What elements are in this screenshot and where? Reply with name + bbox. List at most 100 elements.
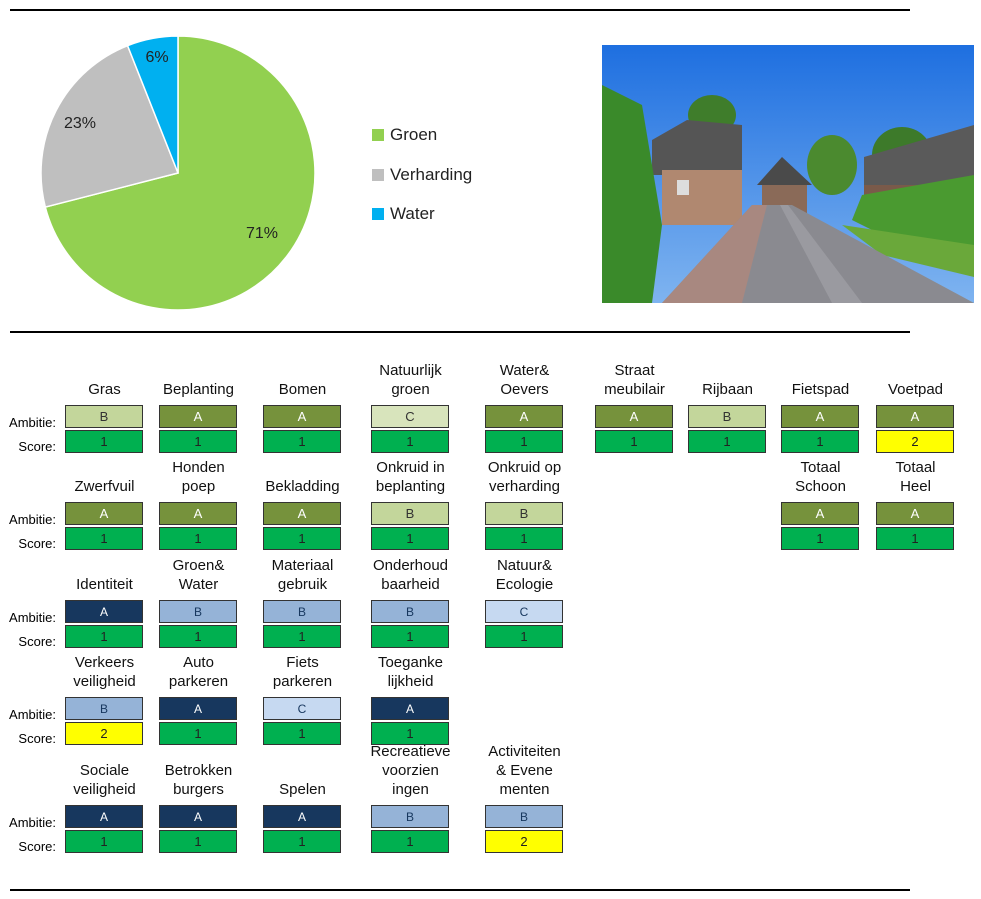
score-box: 1 — [781, 527, 859, 550]
ambitie-box: B — [485, 502, 563, 525]
score-box: 1 — [263, 722, 341, 745]
ambitie-box: A — [781, 405, 859, 428]
score-box: 1 — [485, 625, 563, 648]
item-title: Activiteiten & Evene menten — [488, 743, 561, 798]
pie-label-groen: 71% — [246, 225, 278, 242]
score-row-label: Score: — [18, 536, 56, 551]
item-title: Beplanting — [163, 381, 234, 398]
score-box: 1 — [159, 527, 237, 550]
ambitie-row-label: Ambitie: — [9, 610, 56, 625]
ambitie-box: A — [485, 405, 563, 428]
score-box: 1 — [371, 430, 449, 453]
ambitie-box: C — [263, 697, 341, 720]
ambitie-box: B — [371, 805, 449, 828]
street-photo — [602, 45, 974, 303]
legend-item-groen: Groen — [372, 125, 472, 145]
score-box: 1 — [159, 625, 237, 648]
score-box: 1 — [65, 527, 143, 550]
ambitie-box: A — [159, 697, 237, 720]
item-title: Onkruid in beplanting — [375, 459, 446, 495]
score-box: 1 — [159, 722, 237, 745]
item-title: Voetpad — [887, 381, 944, 398]
ambitie-box: A — [65, 502, 143, 525]
score-row-label: Score: — [18, 439, 56, 454]
legend-swatch — [372, 129, 384, 141]
item-title: Straat meubilair — [604, 362, 665, 398]
ambitie-row-label: Ambitie: — [9, 512, 56, 527]
pie-label-water: 6% — [145, 49, 168, 66]
item-title: Verkeers veiligheid — [73, 654, 136, 690]
item-title: Onderhoud baarheid — [372, 557, 449, 593]
legend-swatch — [372, 208, 384, 220]
score-box: 1 — [263, 527, 341, 550]
item-title: Spelen — [279, 781, 326, 798]
score-box: 1 — [65, 625, 143, 648]
item-title: Sociale veiligheid — [73, 762, 136, 798]
score-box: 1 — [595, 430, 673, 453]
legend-item-water: Water — [372, 204, 472, 224]
ambitie-box: A — [781, 502, 859, 525]
score-row-label: Score: — [18, 634, 56, 649]
ambitie-box: A — [263, 502, 341, 525]
ambitie-box: B — [371, 502, 449, 525]
item-title: Bekladding — [265, 478, 340, 495]
legend-item-verharding: Verharding — [372, 165, 472, 185]
score-box: 1 — [65, 830, 143, 853]
ambitie-row-label: Ambitie: — [9, 415, 56, 430]
score-box: 2 — [65, 722, 143, 745]
pie-label-verharding: 23% — [64, 115, 96, 132]
item-title: Materiaal gebruik — [271, 557, 334, 593]
score-row-label: Score: — [18, 731, 56, 746]
score-box: 2 — [485, 830, 563, 853]
item-title: Betrokken burgers — [164, 762, 233, 798]
score-box: 1 — [371, 722, 449, 745]
score-box: 1 — [876, 527, 954, 550]
item-title: Natuurlijk groen — [379, 362, 442, 398]
ambitie-box: B — [485, 805, 563, 828]
item-title: Gras — [88, 381, 121, 398]
ambitie-box: A — [263, 805, 341, 828]
item-title: Totaal Schoon — [795, 459, 846, 495]
item-title: Fiets parkeren — [272, 654, 333, 690]
score-box: 1 — [781, 430, 859, 453]
ambitie-box: C — [371, 405, 449, 428]
ambitie-box: A — [876, 405, 954, 428]
bottom-divider — [10, 889, 910, 891]
item-title: Honden poep — [172, 459, 225, 495]
ambitie-box: A — [263, 405, 341, 428]
pie-slice-water — [126, 35, 179, 174]
item-title: Water& Oevers — [499, 362, 550, 398]
item-title: Rijbaan — [702, 381, 753, 398]
score-box: 1 — [371, 830, 449, 853]
item-title: Bomen — [278, 381, 327, 398]
ambitie-box: A — [65, 805, 143, 828]
ambitie-box: A — [876, 502, 954, 525]
chart-legend: Groen Verharding Water — [372, 125, 472, 244]
ambitie-box: C — [485, 600, 563, 623]
ambitie-box: B — [159, 600, 237, 623]
item-title: Fietspad — [791, 381, 850, 398]
item-title: Auto parkeren — [168, 654, 229, 690]
score-box: 1 — [485, 527, 563, 550]
top-divider — [10, 9, 910, 11]
legend-label: Water — [390, 204, 435, 223]
legend-label: Verharding — [390, 164, 473, 184]
item-title: Toeganke lijkheid — [377, 654, 444, 690]
item-title: Groen& Water — [172, 557, 225, 593]
score-box: 1 — [263, 625, 341, 648]
ambitie-row-label: Ambitie: — [9, 707, 56, 722]
ambitie-box: A — [65, 600, 143, 623]
ambitie-box: B — [65, 405, 143, 428]
score-box: 1 — [688, 430, 766, 453]
item-title: Recreatieve voorzien ingen — [370, 743, 451, 798]
ambitie-box: B — [263, 600, 341, 623]
legend-label: Groen — [390, 125, 438, 144]
pie-chart: 71% 23% 6% — [40, 35, 316, 311]
score-box: 1 — [371, 625, 449, 648]
ambitie-box: B — [65, 697, 143, 720]
ambitie-box: B — [688, 405, 766, 428]
ambitie-box: A — [371, 697, 449, 720]
score-box: 2 — [876, 430, 954, 453]
middle-divider — [10, 331, 910, 333]
ambitie-box: A — [159, 405, 237, 428]
